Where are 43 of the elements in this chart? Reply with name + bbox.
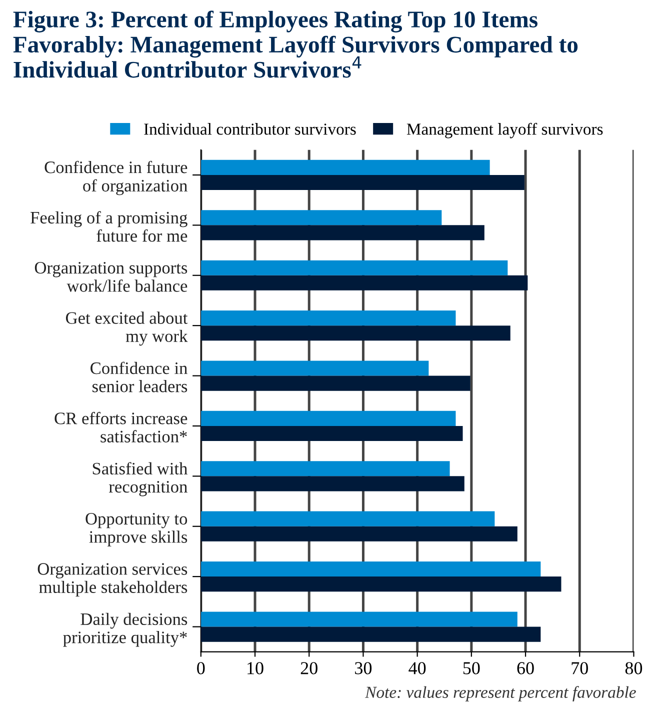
bar: [200, 160, 490, 175]
y-tick-label: CR efforts increase satisfaction*: [54, 412, 188, 442]
bar: [200, 612, 518, 627]
x-tick-label: 70: [572, 662, 588, 674]
y-tick-label: Satisfied with recognition: [92, 462, 188, 496]
bar: [200, 210, 442, 226]
bar: [200, 626, 541, 642]
x-tick-label: 0: [197, 662, 205, 674]
text: Note: values represent percent favorable: [364, 686, 636, 702]
bar: [200, 562, 541, 577]
x-tick-label: 50: [463, 662, 480, 674]
x-tick-label: 40: [408, 662, 426, 674]
bar: [200, 526, 518, 542]
x-tick-label: 60: [517, 662, 534, 674]
x-tick-label: 80: [625, 662, 642, 674]
y-tick-label: Opportunity to improve skills: [86, 512, 188, 546]
bar: [200, 174, 524, 190]
y-tick-label: Organization supports work/life balance: [34, 262, 188, 292]
y-tick-label: Feeling of a promising future for me: [30, 211, 188, 242]
bar: [200, 360, 429, 376]
bar: [200, 275, 528, 290]
y-tick-label: Organization services multiple stakeholders: [38, 563, 188, 597]
bar: [200, 426, 463, 442]
y-tick-label: Confidence in senior leaders: [90, 362, 188, 392]
legend-label: Management layoff survivors: [406, 122, 603, 138]
legend-label: Individual contributor survivors: [144, 123, 356, 135]
y-tick-label: Get excited about my work: [66, 312, 188, 346]
chart-title: Figure 3: Percent of Employees Rating Top 10 Items Favorably: Management Layoff Survivors Compared to Individual Contributor Survivors$^{4}$: [13, 10, 578, 78]
bar: [200, 410, 456, 426]
bar: [200, 225, 484, 240]
x-tick-label: 20: [300, 662, 318, 674]
bar: [200, 326, 510, 341]
bar: [200, 376, 470, 391]
y-tick-label: Daily decisions prioritize quality*: [63, 612, 188, 647]
bar: [200, 576, 562, 592]
x-tick-label: 30: [355, 662, 372, 674]
bar: [200, 310, 456, 326]
bar: [200, 461, 450, 476]
x-tick-label: 10: [248, 662, 264, 674]
bar: [200, 260, 508, 276]
bar: [200, 476, 464, 492]
y-tick-label: Confidence in future of organization: [44, 160, 188, 196]
bar: [200, 511, 495, 526]
